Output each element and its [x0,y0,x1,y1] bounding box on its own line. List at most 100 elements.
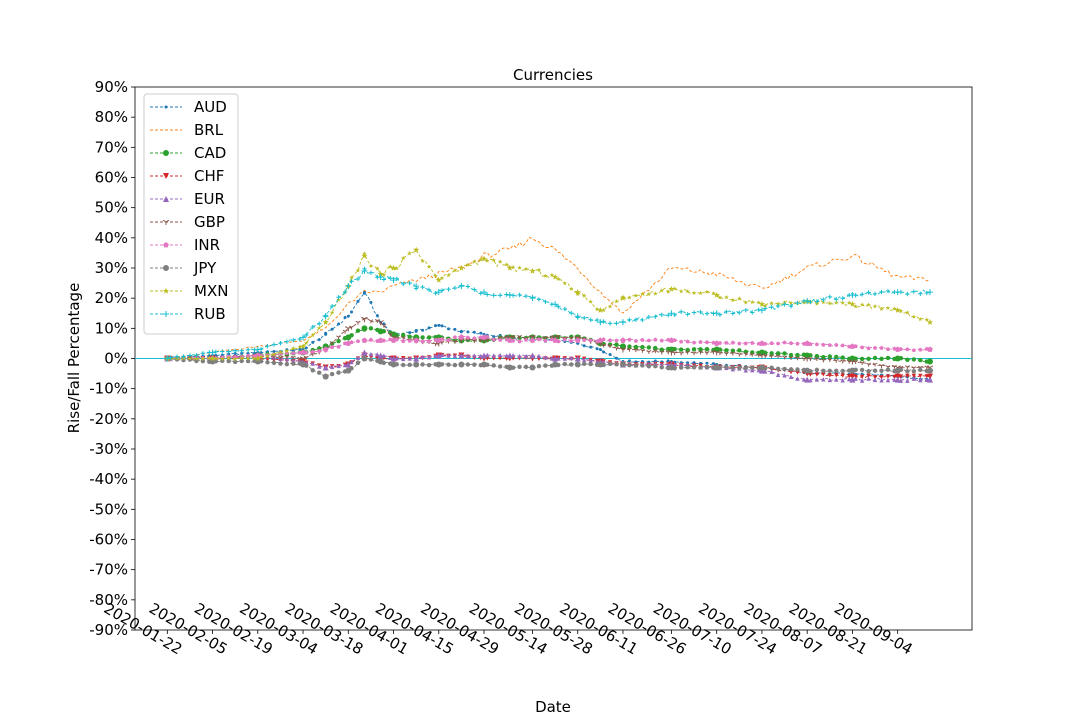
data-point [363,292,366,295]
data-point [718,352,722,356]
data-point [828,301,833,305]
data-point [415,329,418,332]
data-point [349,279,353,283]
data-point [750,341,754,345]
data-point [886,306,891,310]
data-point [744,366,748,370]
data-point [692,352,696,356]
data-point [912,289,916,293]
data-point [634,318,638,322]
data-point [331,328,334,331]
data-point [698,340,702,344]
data-point [918,358,922,362]
data-point [588,318,592,322]
data-point [737,366,741,370]
data-point [608,362,612,366]
data-point [382,329,386,333]
data-point [750,365,754,369]
data-point [912,314,917,318]
data-point [795,353,799,357]
data-point [311,368,315,372]
data-point [246,359,250,363]
data-point [672,366,676,370]
data-point [757,308,761,312]
data-point [517,293,521,297]
data-point [927,289,933,295]
data-point [347,315,350,318]
data-point [356,339,360,343]
data-point [841,360,845,364]
data-point [718,341,722,345]
data-point [886,356,890,360]
data-point [692,310,696,314]
data-point [336,295,340,299]
y-tick-label: -60% [89,531,128,549]
data-point [207,360,211,364]
data-point [879,346,883,350]
data-point [453,286,457,290]
data-point [706,362,709,365]
data-point [563,362,567,366]
data-point [420,285,424,289]
data-point [679,289,684,293]
data-point [285,362,289,366]
data-point [776,304,780,308]
data-point [473,331,476,334]
data-point [388,337,392,341]
data-point [530,365,534,369]
data-point [569,362,573,366]
data-point [711,366,715,370]
data-point [453,335,457,339]
y-tick-label: 30% [95,259,128,277]
data-point [724,352,728,356]
data-point [912,369,916,373]
data-point [860,357,864,361]
data-point [853,293,857,297]
data-point [537,297,541,301]
data-point [660,365,664,369]
data-point [860,345,864,349]
data-point [737,311,741,315]
data-point [854,344,858,348]
data-point [504,292,508,296]
data-point [317,371,321,375]
data-point [596,347,599,350]
data-point [879,369,883,373]
y-axis-label: Rise/Fall Percentage [65,283,83,434]
data-point [428,326,431,329]
data-point [259,347,263,351]
data-point [815,368,819,372]
data-point [789,375,793,379]
data-point [350,311,353,314]
data-point [472,362,476,366]
data-point [782,302,786,306]
data-point [634,339,638,343]
data-point [563,281,568,285]
y-tick-label: 70% [95,138,128,156]
data-point [466,335,470,339]
data-point [265,344,269,348]
chart-title: Currencies [513,66,593,84]
data-point [324,332,327,335]
data-point [776,367,780,371]
data-point [569,286,574,290]
data-point [369,264,374,268]
data-point [285,340,289,344]
data-point [815,372,819,376]
data-point [614,338,618,342]
y-tick-label: -20% [89,410,128,428]
y-tick-label: 20% [95,289,128,307]
data-point [705,340,709,344]
data-point [879,357,883,361]
data-point [724,310,728,314]
data-point [345,283,351,289]
data-point [866,357,870,361]
data-point [304,363,308,367]
data-point [737,341,741,345]
data-point [427,363,431,367]
data-point [401,339,405,343]
data-point [873,346,877,350]
data-point [349,366,353,370]
data-point [718,365,722,369]
data-point [924,317,929,321]
